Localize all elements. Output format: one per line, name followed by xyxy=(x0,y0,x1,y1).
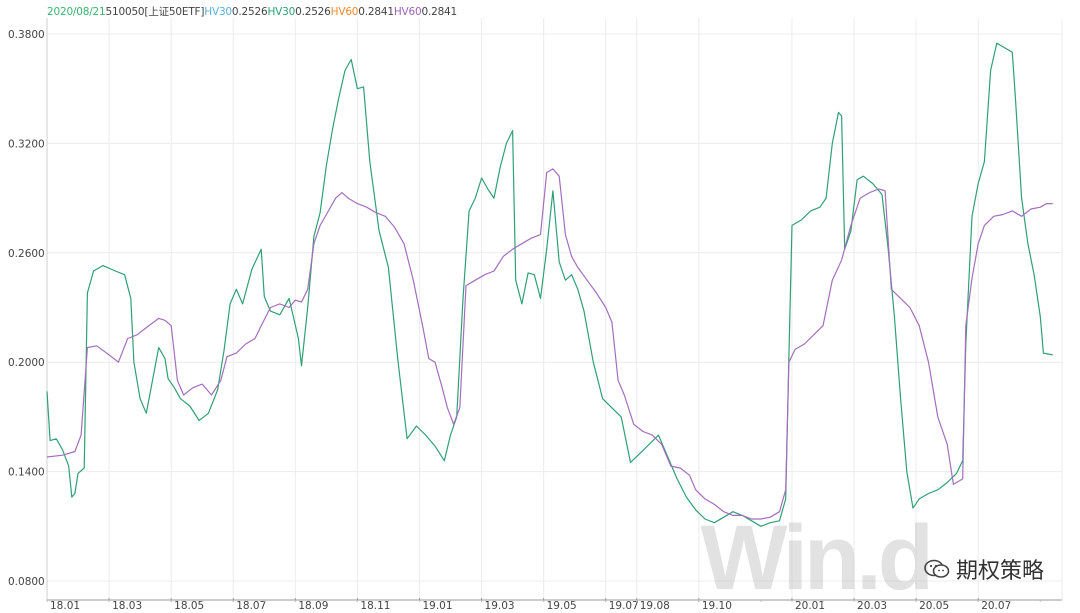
wechat-badge: 期权策略 xyxy=(924,553,1044,585)
x-tick-label: 19.10 xyxy=(702,600,732,612)
wechat-icon xyxy=(924,559,950,578)
y-tick-label: 0.2600 xyxy=(8,248,45,260)
series-line-hv30 xyxy=(46,42,1053,527)
legend-item-value: 0.2526 xyxy=(231,6,268,18)
legend-item-label: HV60 xyxy=(330,6,359,18)
x-tick-label: 18.05 xyxy=(174,600,204,612)
x-tick-label: 18.09 xyxy=(298,600,328,612)
legend-item-label: HV30 xyxy=(204,6,232,18)
y-tick-label: 0.2000 xyxy=(8,357,45,369)
y-tick-label: 0.1400 xyxy=(8,467,45,479)
legend-item-value: 0.2841 xyxy=(358,6,394,18)
y-tick-label: 0.0800 xyxy=(8,576,45,588)
wechat-label: 期权策略 xyxy=(955,559,1044,584)
y-tick-label: 0.3200 xyxy=(8,138,45,150)
x-tick-label: 20.05 xyxy=(919,600,949,612)
x-tick-label: 18.01 xyxy=(50,600,80,612)
x-tick-label: 19.07 xyxy=(609,600,639,612)
legend-date: 2020/08/21 xyxy=(47,6,106,18)
legend-item-value: 0.2526 xyxy=(295,6,331,18)
x-tick-label: 19.05 xyxy=(547,600,577,612)
x-tick-label: 18.11 xyxy=(360,600,390,612)
x-tick-label: 18.03 xyxy=(112,600,142,612)
legend-item-label: HV60 xyxy=(393,6,422,18)
chart-legend: 2020/08/21510050[上证50ETF]HV300.2526HV300… xyxy=(47,4,457,19)
watermark-logo: Win.d xyxy=(700,507,934,609)
x-tick-label: 20.07 xyxy=(981,600,1011,612)
legend-name: [上证50ETF] xyxy=(144,6,205,18)
x-tick-label: 19.01 xyxy=(422,600,452,612)
legend-item-value: 0.2841 xyxy=(421,6,458,18)
x-tick-label: 20.03 xyxy=(857,600,887,612)
legend-item-label: HV30 xyxy=(267,6,296,18)
x-tick-label: 20.01 xyxy=(795,600,825,612)
x-tick-label: 19.03 xyxy=(485,600,515,612)
series-line-hv60 xyxy=(46,168,1053,520)
y-tick-label: 0.3800 xyxy=(8,29,45,41)
x-tick-label: 18.07 xyxy=(236,600,266,612)
x-tick-label: 19.08 xyxy=(640,600,670,612)
legend-code: 510050 xyxy=(105,6,145,18)
